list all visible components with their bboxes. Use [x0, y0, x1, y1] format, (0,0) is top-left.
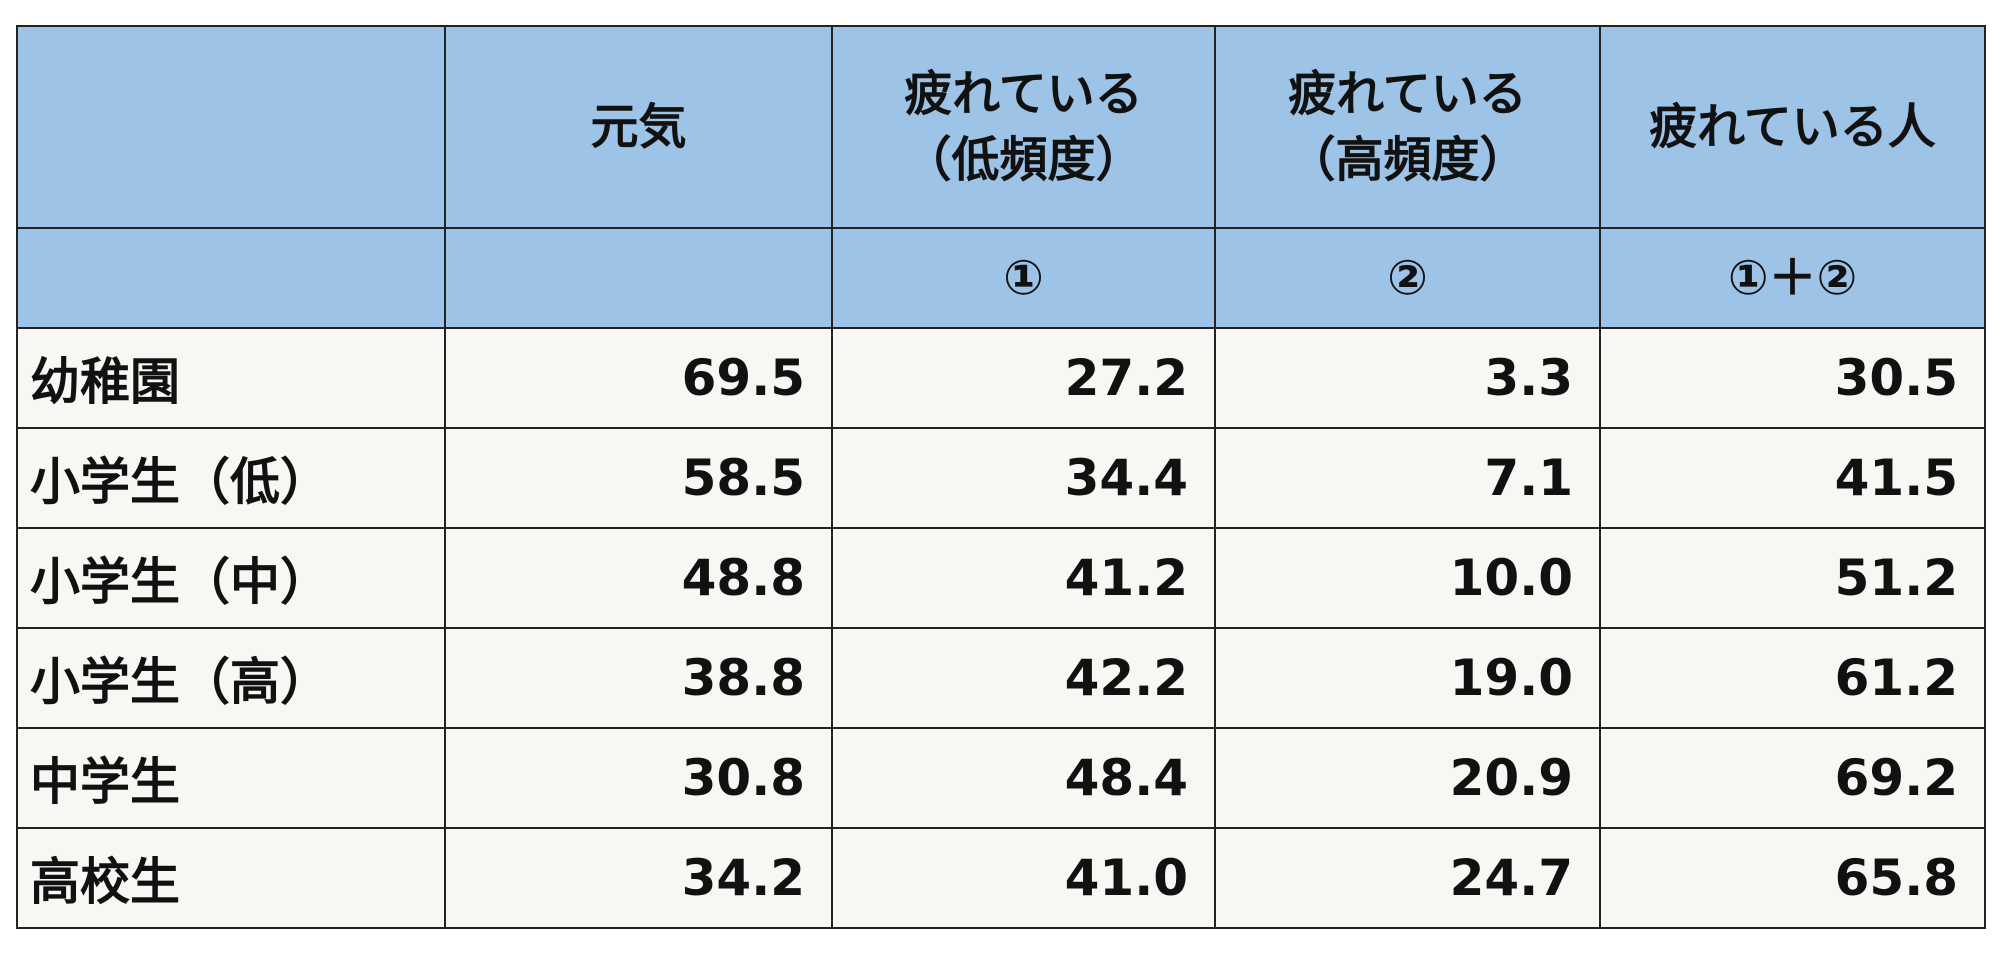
corner-cell	[16, 227, 446, 329]
value-cell: 7.1	[1214, 427, 1601, 529]
row-label: 幼稚園	[16, 327, 446, 429]
data-row: 小学生（高） 38.8 42.2 19.0 61.2	[16, 627, 1986, 729]
value-cell: 30.8	[444, 727, 833, 829]
value-cell: 30.5	[1599, 327, 1986, 429]
row-label: 高校生	[16, 827, 446, 929]
data-row: 中学生 30.8 48.4 20.9 69.2	[16, 727, 1986, 829]
header-text: 疲れている	[904, 66, 1143, 122]
row-label: 小学生（低）	[16, 427, 446, 529]
value-cell: 42.2	[831, 627, 1216, 729]
header-text: 元気	[590, 99, 687, 155]
data-row: 高校生 34.2 41.0 24.7 65.8	[16, 827, 1986, 929]
header-text: 疲れている人	[1649, 99, 1936, 155]
data-row: 小学生（低） 58.5 34.4 7.1 41.5	[16, 427, 1986, 529]
value-cell: 58.5	[444, 427, 833, 529]
header-cell: 疲れている （高頻度）	[1214, 25, 1601, 229]
value-cell: 34.4	[831, 427, 1216, 529]
value-cell: 48.8	[444, 527, 833, 629]
data-table: 元気 疲れている （低頻度） 疲れている （高頻度） 疲れている人 ① ② ①＋② 幼稚園 69…	[16, 25, 1986, 929]
subheader-cell: ①＋②	[1599, 227, 1986, 329]
value-cell: 61.2	[1599, 627, 1986, 729]
value-cell: 27.2	[831, 327, 1216, 429]
value-cell: 34.2	[444, 827, 833, 929]
value-cell: 41.0	[831, 827, 1216, 929]
value-cell: 48.4	[831, 727, 1216, 829]
header-row: 元気 疲れている （低頻度） 疲れている （高頻度） 疲れている人	[16, 25, 1986, 229]
value-cell: 65.8	[1599, 827, 1986, 929]
subheader-cell: ②	[1214, 227, 1601, 329]
row-label: 小学生（高）	[16, 627, 446, 729]
data-row: 小学生（中） 48.8 41.2 10.0 51.2	[16, 527, 1986, 629]
header-text: （高頻度）	[1287, 132, 1528, 188]
row-label: 中学生	[16, 727, 446, 829]
value-cell: 51.2	[1599, 527, 1986, 629]
subheader-cell: ①	[831, 227, 1216, 329]
header-text: （低頻度）	[903, 132, 1144, 188]
header-cell: 元気	[444, 25, 833, 229]
value-cell: 41.2	[831, 527, 1216, 629]
table-body: 元気 疲れている （低頻度） 疲れている （高頻度） 疲れている人 ① ② ①＋② 幼稚園 69…	[16, 25, 1986, 929]
value-cell: 3.3	[1214, 327, 1601, 429]
value-cell: 38.8	[444, 627, 833, 729]
value-cell: 69.2	[1599, 727, 1986, 829]
row-label: 小学生（中）	[16, 527, 446, 629]
value-cell: 69.5	[444, 327, 833, 429]
value-cell: 10.0	[1214, 527, 1601, 629]
header-cell: 疲れている人	[1599, 25, 1986, 229]
value-cell: 19.0	[1214, 627, 1601, 729]
corner-cell	[16, 25, 446, 229]
value-cell: 20.9	[1214, 727, 1601, 829]
value-cell: 24.7	[1214, 827, 1601, 929]
value-cell: 41.5	[1599, 427, 1986, 529]
header-text: 疲れている	[1288, 66, 1527, 122]
subheader-row: ① ② ①＋②	[16, 227, 1986, 329]
subheader-cell	[444, 227, 833, 329]
header-cell: 疲れている （低頻度）	[831, 25, 1216, 229]
data-row: 幼稚園 69.5 27.2 3.3 30.5	[16, 327, 1986, 429]
